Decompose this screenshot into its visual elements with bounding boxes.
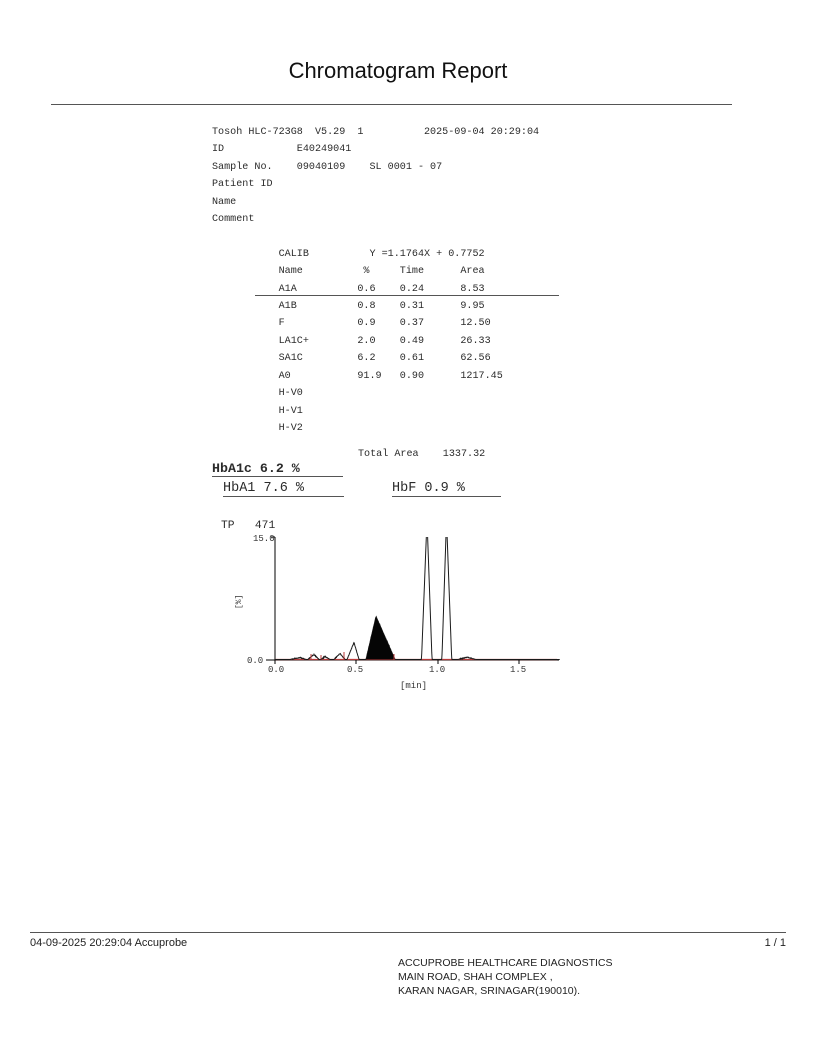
- svg-text:0.0: 0.0: [247, 656, 263, 666]
- svg-text:0.5: 0.5: [347, 665, 363, 675]
- svg-text:0.0: 0.0: [268, 665, 284, 675]
- svg-text:[min]: [min]: [400, 681, 427, 691]
- svg-text:1.0: 1.0: [429, 665, 445, 675]
- svg-text:15.0: 15.0: [253, 534, 275, 544]
- svg-text:[%]: [%]: [235, 595, 244, 609]
- svg-text:1.5: 1.5: [510, 665, 526, 675]
